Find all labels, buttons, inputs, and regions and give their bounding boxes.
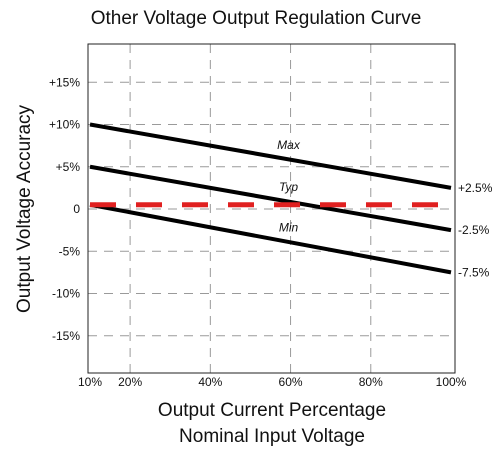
x-tick-label: 40%: [198, 375, 222, 389]
y-tick-label: -10%: [52, 287, 80, 301]
series-end-label: -2.5%: [458, 223, 490, 237]
series-name-label: Typ: [279, 180, 298, 194]
series-end-label: +2.5%: [458, 181, 493, 195]
x-axis-title: Output Current Percentage: [158, 400, 386, 421]
plot-frame: [87, 43, 456, 374]
labels: Max +2.5% Typ -2.5% Min -7.5%: [277, 138, 493, 279]
y-tick-label: +5%: [56, 160, 81, 174]
series-layer: [89, 122, 452, 275]
x-axis-subtitle: Nominal Input Voltage: [179, 426, 365, 447]
typ-series-line: [89, 164, 452, 233]
x-tick-label: 10%: [78, 375, 102, 389]
series-name-label: Max: [277, 138, 301, 152]
series-name-label: Min: [279, 220, 299, 234]
y-tick-label: +15%: [49, 75, 80, 89]
x-tick-label: 60%: [279, 375, 303, 389]
x-tick-label: 100%: [436, 375, 467, 389]
x-tick-label: 80%: [359, 375, 383, 389]
y-axis-title: Output Voltage Accuracy: [14, 104, 35, 313]
y-tick-label: -15%: [52, 329, 80, 343]
series-end-label: -7.5%: [458, 265, 490, 279]
min-series-line: [89, 202, 452, 275]
y-tick-label: -5%: [59, 244, 81, 258]
x-tick-label: 20%: [118, 375, 142, 389]
ticks: 10% 20% 40% 60% 80% 100% +15% +10% +5% 0 -5% -10% -1…: [49, 75, 467, 389]
y-tick-label: 0: [73, 202, 80, 216]
chart-title: Other Voltage Output Regulation Curve: [91, 8, 422, 29]
max-series-line: [89, 122, 452, 190]
grid: [88, 44, 455, 373]
y-tick-label: +10%: [49, 118, 80, 132]
